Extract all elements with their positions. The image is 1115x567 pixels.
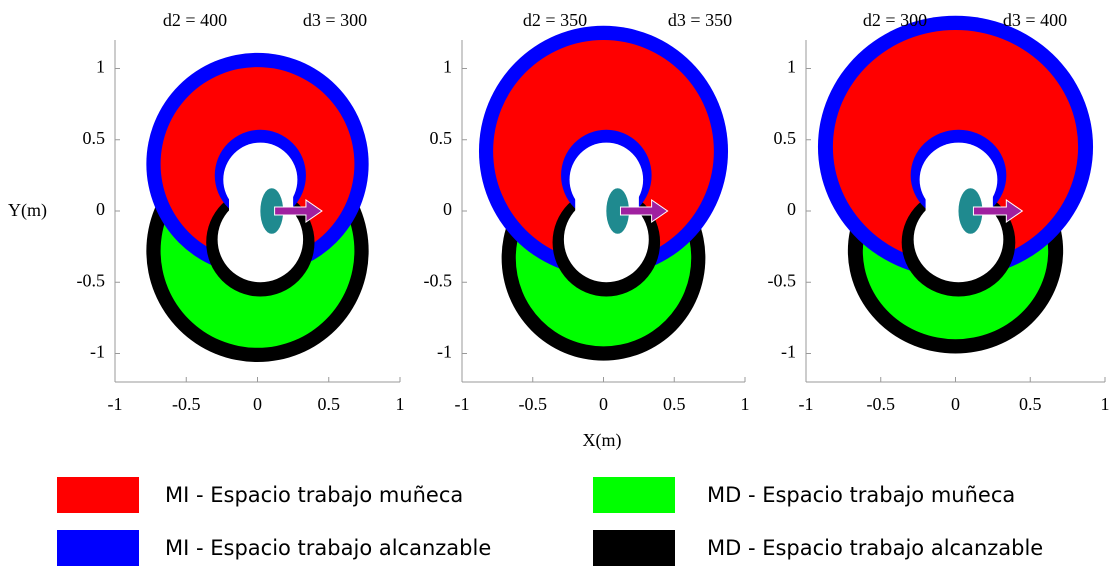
- y-axis-label: Y(m): [8, 200, 47, 221]
- panel-label: d2 = 350: [523, 10, 587, 30]
- y-tick-label: -1: [437, 342, 452, 362]
- x-tick-label: -1: [108, 394, 123, 414]
- y-tick-label: -1: [90, 342, 105, 362]
- x-tick-label: 0.5: [663, 394, 686, 414]
- y-tick-label: -0.5: [768, 270, 797, 290]
- panel-label: d3 = 300: [303, 10, 367, 30]
- legend-label: MI - Espacio trabajo muñeca: [165, 483, 463, 507]
- y-tick-label: -1: [781, 342, 796, 362]
- panel-label: d2 = 300: [863, 10, 927, 30]
- panel-label: d3 = 350: [668, 10, 732, 30]
- y-tick-label: -0.5: [77, 270, 106, 290]
- y-tick-label: 0.5: [83, 128, 106, 148]
- legend-label: MI - Espacio trabajo alcanzable: [165, 536, 491, 560]
- figure: X(m) Y(m) -1 -0.5 0 0.5 1 -1 -0.5 0 0.5 1 d2 = 400…: [0, 0, 1115, 567]
- x-tick-label: -1: [799, 394, 814, 414]
- x-tick-label: 1: [741, 394, 750, 414]
- y-tick-label: 1: [787, 57, 796, 77]
- x-tick-label: 0.5: [1019, 394, 1042, 414]
- x-tick-label: -0.5: [519, 394, 548, 414]
- y-tick-label: 0.5: [774, 128, 797, 148]
- x-tick-label: 0.5: [318, 394, 341, 414]
- x-tick-label: 0: [599, 394, 608, 414]
- legend-label: MD - Espacio trabajo muñeca: [707, 483, 1015, 507]
- x-tick-label: -0.5: [172, 394, 201, 414]
- y-tick-label: 1: [443, 57, 452, 77]
- legend-swatch: [57, 530, 139, 566]
- x-tick-label: 1: [396, 394, 405, 414]
- x-tick-label: 0: [253, 394, 262, 414]
- x-tick-label: 0: [951, 394, 960, 414]
- x-tick-label: 1: [1101, 394, 1110, 414]
- y-tick-label: 0: [443, 199, 452, 219]
- legend-label: MD - Espacio trabajo alcanzable: [707, 536, 1043, 560]
- y-tick-label: 0.5: [430, 128, 453, 148]
- legend-swatch: [593, 530, 675, 566]
- x-tick-label: -0.5: [867, 394, 896, 414]
- y-tick-label: 1: [96, 57, 105, 77]
- legend-swatch: [57, 477, 139, 513]
- panel-label: d2 = 400: [163, 10, 227, 30]
- y-tick-label: 0: [96, 199, 105, 219]
- x-axis-label: X(m): [583, 430, 622, 451]
- y-tick-label: -0.5: [424, 270, 453, 290]
- y-tick-label: 0: [787, 199, 796, 219]
- legend-swatch: [593, 477, 675, 513]
- panel-label: d3 = 400: [1003, 10, 1067, 30]
- x-tick-label: -1: [455, 394, 470, 414]
